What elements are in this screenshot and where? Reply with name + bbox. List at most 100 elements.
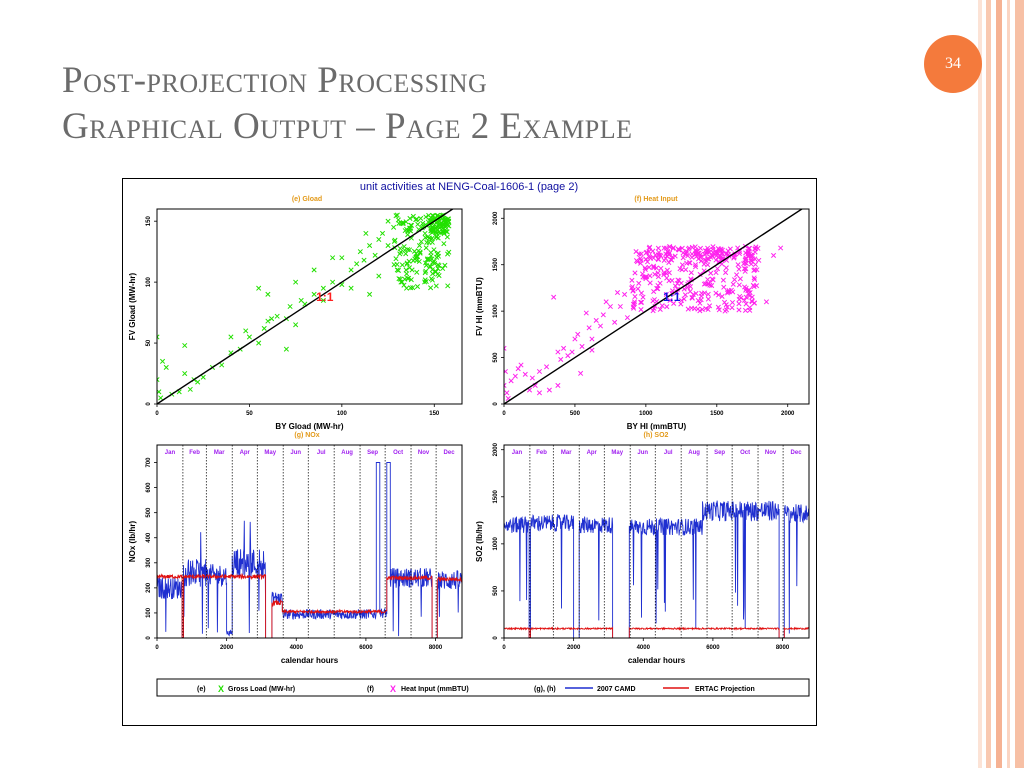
x-tick-label: 4000: [637, 645, 651, 651]
data-point: [547, 388, 551, 392]
data-point: [415, 270, 419, 274]
data-point: [648, 281, 652, 285]
x-tick-label: 8000: [776, 645, 790, 651]
data-point: [576, 332, 580, 336]
y-tick-label: 200: [146, 582, 152, 593]
data-point: [284, 347, 288, 351]
y-tick-label: 1500: [493, 489, 499, 503]
data-point: [380, 231, 384, 235]
data-point: [709, 271, 713, 275]
data-point: [584, 311, 588, 315]
data-point: [183, 343, 187, 347]
y-tick-label: 50: [146, 339, 152, 346]
data-point: [615, 290, 619, 294]
data-point: [730, 300, 734, 304]
data-point: [664, 276, 668, 280]
panel-title-g: (g) NOx: [294, 432, 319, 439]
legend-label-ertac: ERTAC Projection: [695, 686, 755, 693]
data-point: [358, 249, 362, 253]
data-point: [633, 294, 637, 298]
data-point: [367, 292, 371, 296]
data-point: [188, 387, 192, 391]
y-tick-label: 0: [146, 636, 152, 640]
data-point: [394, 257, 398, 261]
data-point: [530, 376, 534, 380]
x-tick-label: 4000: [290, 645, 304, 651]
data-point: [561, 346, 565, 350]
data-point: [404, 252, 408, 256]
month-label: Jun: [637, 450, 648, 456]
data-point: [418, 216, 422, 220]
one-to-one-line: [504, 204, 809, 404]
x-tick-label: 8000: [429, 645, 443, 651]
data-point: [288, 304, 292, 308]
data-point: [734, 273, 738, 277]
panel-g: (g) NOxcalendar hoursNOx (lb/hr)02000400…: [128, 432, 462, 665]
series-line: [504, 501, 809, 638]
data-point: [312, 268, 316, 272]
data-point: [757, 258, 761, 262]
data-point: [601, 313, 605, 317]
y-axis-label-f: FV HI (mmBTU): [475, 277, 484, 336]
data-point: [722, 285, 726, 289]
legend-tag: (g), (h): [534, 686, 556, 693]
data-point: [349, 286, 353, 290]
data-point: [659, 266, 663, 270]
data-point: [516, 367, 520, 371]
month-label: Dec: [791, 450, 803, 456]
data-point: [618, 304, 622, 308]
edge-stripe: [1015, 0, 1024, 768]
data-point: [434, 284, 438, 288]
x-tick-label: 0: [502, 411, 506, 417]
data-point: [665, 305, 669, 309]
month-label: Jun: [290, 450, 301, 456]
data-point: [731, 290, 735, 294]
data-point: [266, 292, 270, 296]
data-point: [764, 300, 768, 304]
data-point: [262, 326, 266, 330]
data-point: [732, 277, 736, 281]
x-tick-label: 6000: [706, 645, 720, 651]
plot-area-f: [502, 204, 809, 404]
x-tick-label: 0: [155, 411, 159, 417]
data-point: [612, 320, 616, 324]
one-to-one-annotation: 1:1: [663, 290, 681, 304]
month-label: Nov: [765, 450, 777, 456]
y-tick-label: 500: [146, 507, 152, 518]
data-point: [256, 286, 260, 290]
data-point: [377, 274, 381, 278]
y-tick-label: 500: [493, 352, 499, 363]
data-point: [608, 304, 612, 308]
data-point: [373, 253, 377, 257]
x-axis-label-g: calendar hours: [281, 656, 339, 665]
x-axis-label-f: BY HI (mmBTU): [627, 422, 687, 431]
data-point: [513, 374, 517, 378]
data-point: [630, 278, 634, 282]
panel-title-h: (h) SO2: [644, 432, 669, 439]
data-point: [714, 270, 718, 274]
data-point: [183, 371, 187, 375]
data-point: [229, 335, 233, 339]
data-point: [424, 246, 428, 250]
page-number-badge: 34: [924, 35, 982, 93]
data-point: [509, 379, 513, 383]
data-point: [715, 266, 719, 270]
data-point: [578, 371, 582, 375]
legend-label-camd: 2007 CAMD: [597, 686, 636, 693]
x-tick-label: 6000: [359, 645, 373, 651]
data-point: [559, 357, 563, 361]
data-point: [160, 359, 164, 363]
data-point: [702, 291, 706, 295]
data-point: [505, 391, 509, 395]
data-point: [364, 231, 368, 235]
edge-stripe: [978, 0, 982, 768]
data-point: [737, 308, 741, 312]
data-point: [556, 350, 560, 354]
data-point: [622, 292, 626, 296]
data-point: [391, 225, 395, 229]
data-point: [519, 363, 523, 367]
month-label: Oct: [393, 450, 403, 456]
data-point: [544, 365, 548, 369]
data-point: [432, 248, 436, 252]
panel-title-e: (e) Gload: [292, 196, 322, 203]
